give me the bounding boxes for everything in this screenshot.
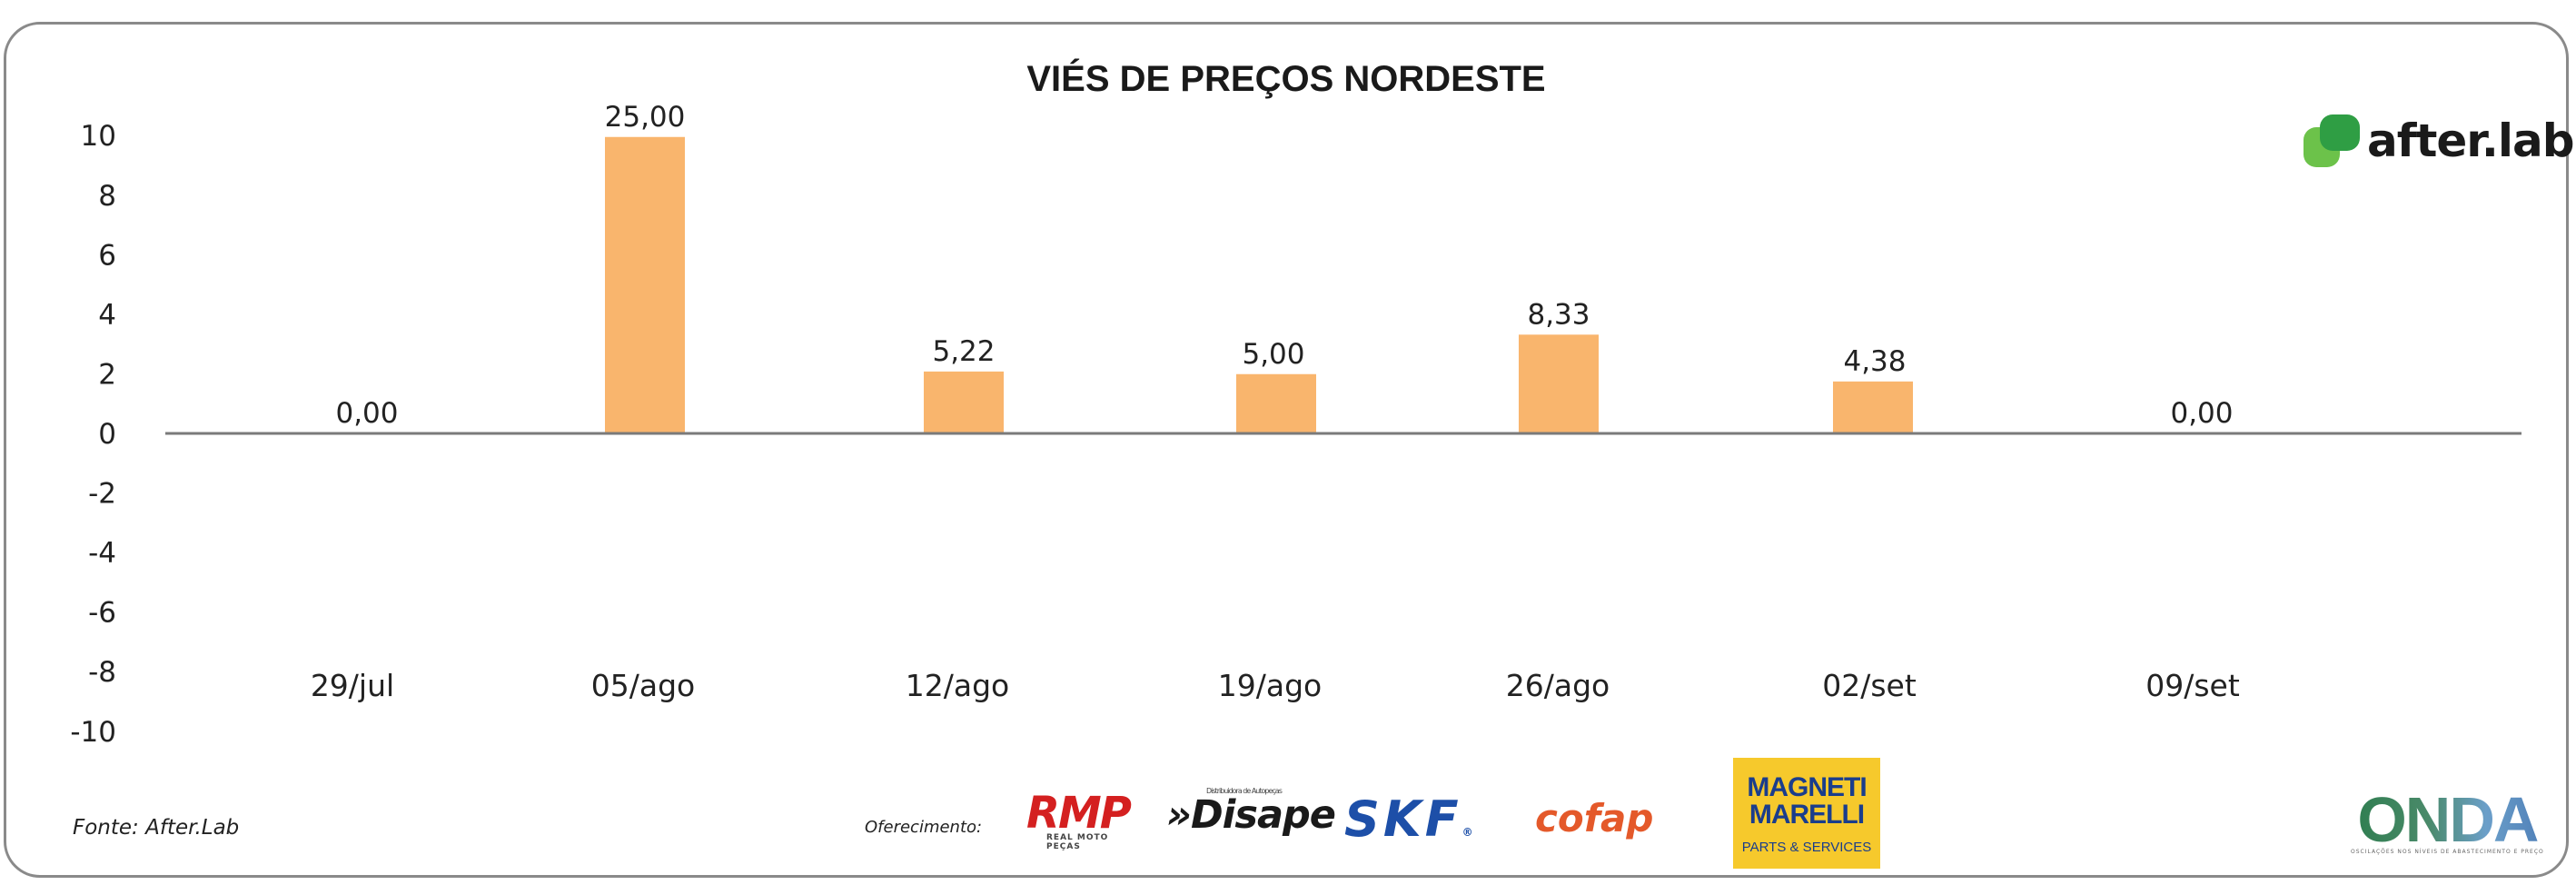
data-label: 5,22: [932, 335, 995, 368]
data-labels: 0,00 25,00 5,22 5,00 8,33 4,38 0,00: [335, 101, 2233, 430]
y-tick-label: -8: [88, 656, 116, 689]
magneti-line-2: MARELLI: [1749, 800, 1865, 830]
data-label: 0,00: [335, 397, 398, 430]
bar: [605, 136, 685, 433]
x-tick-label: 19/ago: [1218, 668, 1322, 703]
magneti-tagline: PARTS & SERVICES: [1741, 840, 1872, 855]
disape-tagline: Distribuidora de Autopeças: [1206, 787, 1283, 795]
onda-tagline: OSCILAÇÕES NOS NÍVEIS DE ABASTECIMENTO E…: [2351, 849, 2544, 855]
chart-title: VIÉS DE PREÇOS NORDESTE: [1026, 58, 1545, 99]
y-tick-label: -10: [70, 716, 116, 749]
y-tick-label: 8: [98, 180, 116, 213]
x-tick-label: 05/ago: [591, 668, 695, 703]
x-axis: 29/jul 05/ago 12/ago 19/ago 26/ago 02/set 09/s…: [311, 668, 2240, 703]
x-tick-label: 09/set: [2145, 668, 2240, 703]
bar: [1519, 334, 1599, 433]
y-tick-label: 6: [98, 239, 116, 272]
bar: [924, 371, 1004, 433]
y-tick-label: 0: [98, 418, 116, 451]
after-lab-mark-icon: [2304, 114, 2360, 167]
data-label: 0,00: [2170, 397, 2233, 430]
data-label: 4,38: [1843, 345, 1906, 378]
data-label: 5,00: [1242, 338, 1304, 371]
cofap-wordmark: cofap: [1535, 796, 1654, 840]
x-tick-label: 29/jul: [311, 668, 394, 703]
bar-series: [605, 136, 1913, 433]
y-tick-label: 2: [98, 358, 116, 391]
data-label: 25,00: [605, 101, 686, 134]
y-axis: 10 8 6 4 2 0 -2 -4 -6 -8 -10: [70, 120, 116, 749]
chart-frame: [4, 22, 2569, 878]
x-tick-label: 12/ago: [906, 668, 1009, 703]
bar: [1833, 381, 1913, 433]
after-lab-logo: after.lab: [2304, 114, 2574, 167]
rmp-tagline: REAL MOTO PEÇAS: [1046, 833, 1109, 851]
y-tick-label: 10: [81, 120, 116, 153]
magneti-marelli-logo: MAGNETI MARELLI PARTS & SERVICES: [1733, 758, 1880, 869]
after-lab-wordmark: after.lab: [2367, 114, 2574, 167]
rmp-logo: RMP REAL MOTO PEÇAS: [1026, 788, 1146, 851]
skf-registered-mark: ®: [1461, 826, 1473, 839]
disape-logo: Distribuidora de Autopeças »Disape: [1166, 787, 1336, 838]
skf-logo: SKF®: [1344, 791, 1473, 848]
disape-wordmark: »Disape: [1166, 792, 1336, 838]
source-note: Fonte: After.Lab: [73, 816, 240, 840]
y-tick-label: -4: [88, 537, 116, 570]
cofap-logo: cofap: [1535, 796, 1653, 840]
data-label: 8,33: [1527, 298, 1590, 331]
x-tick-label: 26/ago: [1506, 668, 1610, 703]
sponsor-label: Oferecimento:: [865, 818, 983, 837]
y-tick-label: -2: [88, 478, 116, 511]
onda-logo: ONDA OSCILAÇÕES NOS NÍVEIS DE ABASTECIME…: [2351, 788, 2544, 855]
magneti-line-1: MAGNETI: [1747, 772, 1867, 802]
rmp-wordmark: RMP: [1026, 788, 1132, 839]
y-tick-label: 4: [98, 299, 116, 332]
bar: [1236, 373, 1316, 433]
onda-wordmark: ONDA: [2351, 788, 2544, 851]
x-tick-label: 02/set: [1822, 668, 1917, 703]
y-tick-label: -6: [88, 597, 116, 630]
skf-wordmark: SKF: [1344, 791, 1462, 848]
